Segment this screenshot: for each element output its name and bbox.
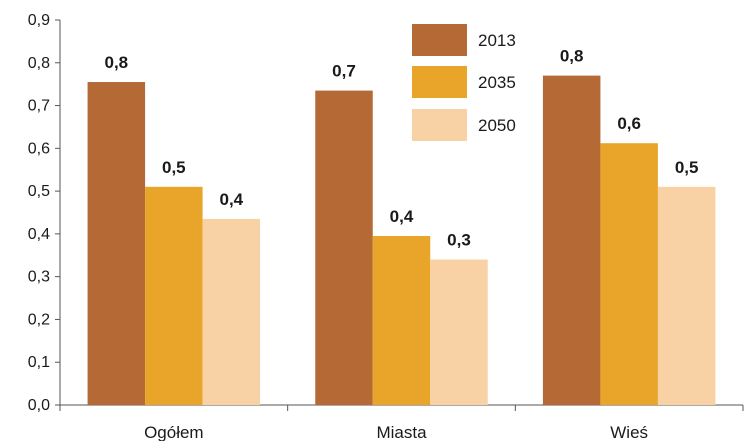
legend-swatch-2035 — [412, 66, 467, 98]
data-label: 0,5 — [162, 158, 186, 177]
bar-2013-1 — [315, 90, 373, 405]
y-tick-label: 0,6 — [28, 140, 50, 157]
x-tick-label: Ogółem — [144, 423, 204, 441]
bar-2050-2 — [657, 186, 716, 405]
bar-2050-0 — [202, 218, 261, 405]
legend-swatch-2050 — [412, 109, 467, 141]
legend-swatch-2013 — [412, 24, 467, 56]
y-tick-label: 0,4 — [28, 226, 50, 243]
legend-label-2050: 2050 — [478, 116, 516, 135]
data-label: 0,6 — [617, 114, 641, 133]
y-tick-label: 0,8 — [28, 55, 50, 72]
legend-label-2013: 2013 — [478, 31, 516, 50]
y-tick-label: 0,1 — [28, 354, 50, 371]
data-label: 0,5 — [675, 158, 699, 177]
legend-label-2035: 2035 — [478, 73, 516, 92]
data-label: 0,8 — [560, 47, 584, 66]
data-label: 0,3 — [447, 231, 471, 250]
bar-2013-2 — [542, 75, 601, 405]
x-tick-label: Miasta — [376, 423, 427, 441]
bar-2050-1 — [430, 259, 488, 405]
data-label: 0,4 — [390, 207, 414, 226]
bar-2035-2 — [600, 143, 658, 405]
data-label: 0,8 — [105, 53, 129, 72]
y-tick-label: 0,0 — [28, 397, 50, 414]
y-tick-label: 0,9 — [28, 12, 50, 29]
data-label: 0,7 — [332, 62, 356, 81]
y-tick-label: 0,2 — [28, 311, 50, 328]
y-tick-label: 0,7 — [28, 98, 50, 115]
y-tick-label: 0,5 — [28, 183, 50, 200]
x-tick-label: Wieś — [610, 423, 648, 441]
data-label: 0,4 — [220, 190, 244, 209]
y-tick-label: 0,3 — [28, 269, 50, 286]
bar-2035-1 — [372, 236, 431, 405]
bar-2013-0 — [87, 82, 146, 406]
bar-2035-0 — [145, 186, 203, 405]
